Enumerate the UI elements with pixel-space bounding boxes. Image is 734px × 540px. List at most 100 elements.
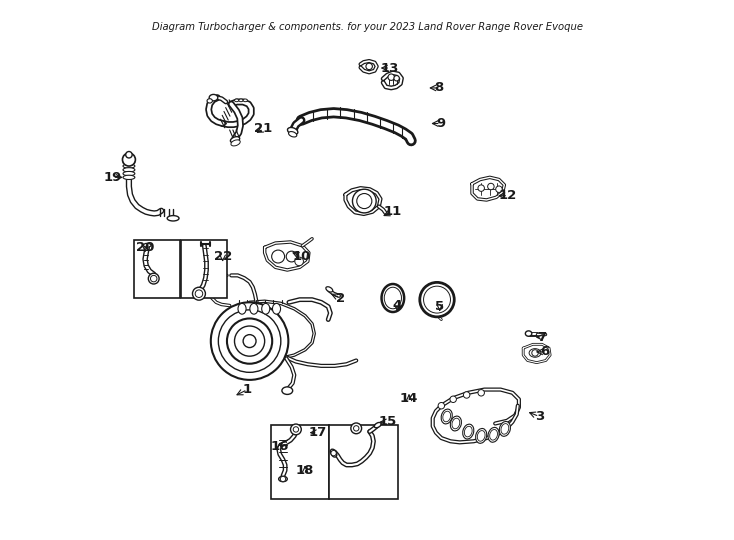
Text: 1: 1 [243,383,252,396]
Ellipse shape [326,287,333,292]
Bar [330,424,399,499]
Text: 14: 14 [400,392,418,404]
Text: 10: 10 [292,250,310,263]
Ellipse shape [382,284,404,312]
Circle shape [450,396,457,402]
Ellipse shape [209,94,218,101]
Ellipse shape [230,137,240,143]
Text: 6: 6 [540,346,549,359]
Circle shape [438,402,445,409]
Text: 19: 19 [103,171,122,184]
Text: 16: 16 [271,440,289,453]
Text: 13: 13 [381,62,399,75]
Bar [134,240,180,298]
Ellipse shape [238,303,246,314]
Ellipse shape [143,244,151,247]
Circle shape [286,251,297,262]
Circle shape [295,257,303,266]
Text: 3: 3 [535,410,544,423]
Ellipse shape [234,99,239,102]
Ellipse shape [288,127,298,134]
Ellipse shape [243,99,247,102]
Circle shape [357,193,372,208]
Ellipse shape [282,387,293,394]
Ellipse shape [239,99,243,102]
Circle shape [293,427,299,432]
Ellipse shape [123,167,135,172]
Ellipse shape [499,422,510,436]
Ellipse shape [272,303,280,314]
Circle shape [495,186,502,192]
Ellipse shape [207,99,212,103]
Text: 4: 4 [393,299,401,312]
Ellipse shape [167,215,179,221]
Text: 15: 15 [378,415,396,428]
Ellipse shape [529,349,541,357]
Ellipse shape [123,164,135,168]
Circle shape [478,389,484,396]
Circle shape [192,287,206,300]
Circle shape [150,275,157,282]
Ellipse shape [231,140,240,146]
Ellipse shape [462,424,474,439]
Circle shape [388,74,394,80]
Circle shape [463,392,470,398]
Ellipse shape [250,303,258,314]
Ellipse shape [123,160,135,165]
Circle shape [394,76,399,81]
Text: 9: 9 [436,117,446,130]
Ellipse shape [443,411,451,422]
Circle shape [420,282,454,317]
Circle shape [351,423,362,434]
Text: 5: 5 [435,300,444,313]
Ellipse shape [279,476,287,482]
Circle shape [280,476,286,482]
Circle shape [352,189,376,213]
Text: 21: 21 [255,123,273,136]
Ellipse shape [452,418,459,429]
Circle shape [218,310,281,373]
Text: 11: 11 [383,205,401,218]
Text: 7: 7 [537,331,547,344]
Circle shape [243,335,256,348]
Circle shape [195,290,203,298]
Text: 12: 12 [499,189,517,202]
Text: 22: 22 [214,250,232,263]
Circle shape [478,185,484,191]
Ellipse shape [262,303,270,314]
Text: Diagram Turbocharger & components. for your 2023 Land Rover Range Rover Evoque: Diagram Turbocharger & components. for y… [151,22,583,32]
Circle shape [291,424,301,435]
Circle shape [424,286,451,313]
Circle shape [331,450,336,456]
Circle shape [234,326,265,356]
Ellipse shape [441,409,452,424]
Text: 17: 17 [308,426,327,439]
Ellipse shape [477,430,485,441]
Text: 20: 20 [136,241,154,254]
Circle shape [272,250,285,263]
Bar [271,424,330,499]
Circle shape [126,152,132,158]
Ellipse shape [476,428,487,443]
Text: 8: 8 [434,82,443,94]
Circle shape [532,350,538,356]
Ellipse shape [123,171,135,176]
Circle shape [227,319,272,364]
Text: 18: 18 [296,464,314,477]
Text: 2: 2 [335,292,345,305]
Ellipse shape [490,429,498,440]
Ellipse shape [374,422,381,428]
Ellipse shape [465,426,472,437]
Circle shape [487,183,494,190]
Circle shape [366,63,372,70]
Ellipse shape [526,331,532,336]
Ellipse shape [330,449,337,457]
Ellipse shape [123,175,135,179]
Circle shape [148,273,159,284]
Circle shape [211,302,288,380]
Ellipse shape [384,287,401,309]
Ellipse shape [288,132,297,137]
Circle shape [354,426,359,431]
Ellipse shape [488,427,499,442]
Circle shape [123,153,135,166]
